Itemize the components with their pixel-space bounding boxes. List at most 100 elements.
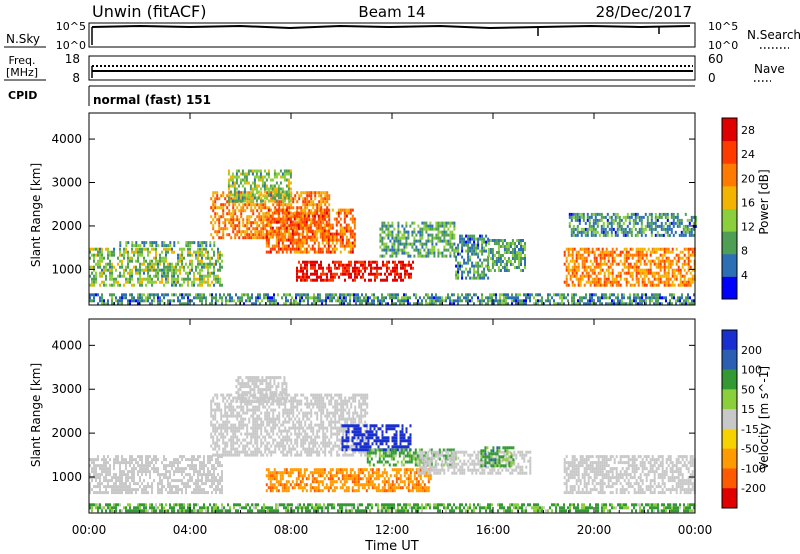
power-cell [689, 302, 691, 306]
power-cell [636, 212, 639, 216]
power-cell [177, 262, 179, 266]
power-cell [257, 299, 259, 303]
power-cell [649, 250, 652, 254]
velocity-cell [167, 479, 169, 483]
power-cell [670, 212, 673, 216]
power-cell [659, 247, 662, 251]
power-cell [246, 230, 249, 234]
power-cell [635, 259, 638, 263]
power-cell [243, 187, 246, 191]
power-cell [163, 283, 165, 287]
power-cell [509, 263, 512, 266]
power-cell [230, 215, 233, 219]
velocity-cell [214, 414, 217, 418]
power-cell [328, 197, 331, 201]
power-cell [441, 233, 444, 237]
power-cell [234, 218, 237, 222]
velocity-cell [210, 402, 213, 406]
power-cell [265, 238, 268, 242]
power-cell [273, 229, 276, 233]
power-cell [427, 236, 430, 240]
power-cell [503, 239, 506, 242]
power-cell [653, 293, 655, 297]
power-cell [553, 302, 555, 306]
power-cell [237, 193, 240, 197]
velocity-cell [89, 482, 91, 486]
power-cell [385, 251, 388, 255]
velocity-cell [147, 470, 149, 474]
power-cell [127, 302, 129, 306]
power-cell [653, 274, 656, 278]
power-cell [393, 227, 396, 231]
power-cell [274, 200, 277, 204]
power-cell [243, 199, 246, 203]
power-cell [95, 253, 97, 257]
power-cell [614, 233, 617, 237]
power-cell [211, 271, 213, 275]
power-cell [350, 272, 352, 276]
power-cell [633, 262, 636, 266]
velocity-cell [203, 461, 205, 465]
power-cell [201, 247, 203, 251]
power-cell [273, 293, 275, 297]
velocity-cell [212, 399, 215, 403]
power-cell [261, 199, 264, 203]
power-cell [103, 265, 105, 269]
power-cell [201, 299, 203, 303]
power-cell [259, 199, 262, 203]
power-cell [199, 250, 201, 254]
power-cell [207, 277, 209, 281]
power-cell [485, 273, 488, 277]
power-cell [222, 227, 225, 231]
velocity-cell [117, 491, 119, 495]
power-cell [475, 293, 477, 297]
velocity-cell [117, 485, 119, 489]
power-cell [392, 278, 394, 282]
power-cell [382, 263, 384, 267]
power-cell [581, 259, 584, 263]
power-cell [593, 283, 596, 287]
power-cell [275, 302, 277, 306]
power-cell [591, 302, 593, 306]
power-cell [258, 218, 261, 222]
power-cell [262, 215, 265, 219]
power-cell [334, 272, 336, 276]
velocity-cell [222, 426, 225, 430]
power-cell [197, 250, 199, 254]
power-cell [243, 178, 246, 182]
power-cell [611, 280, 614, 284]
power-cell [662, 227, 665, 231]
power-cell [269, 232, 272, 236]
power-cell [93, 277, 95, 281]
power-cell [281, 238, 284, 242]
power-cell [340, 263, 342, 267]
power-cell [481, 249, 484, 253]
power-cell [643, 274, 646, 278]
power-cell [449, 302, 451, 306]
power-cell [265, 196, 268, 200]
power-cell [673, 268, 676, 272]
velocity-cell [127, 476, 129, 480]
velocity-cell [171, 479, 173, 483]
power-cell [143, 247, 145, 251]
power-cell [477, 237, 480, 241]
velocity-cell [219, 461, 221, 465]
power-cell [301, 217, 304, 221]
power-cell [201, 280, 203, 284]
power-cell [679, 302, 681, 306]
velocity-cell [224, 402, 227, 406]
power-cell [303, 241, 306, 245]
power-cell [151, 283, 153, 287]
power-cell [253, 193, 256, 197]
velocity-cell [214, 408, 217, 412]
power-cell [216, 191, 219, 195]
power-cell [627, 256, 630, 260]
power-cell [503, 248, 506, 251]
power-cell [469, 299, 471, 303]
power-cell [248, 236, 251, 240]
power-cell [316, 191, 319, 195]
power-cell [583, 268, 586, 272]
power-cell [379, 299, 381, 303]
power-cell [657, 280, 660, 284]
power-cell [666, 215, 669, 219]
